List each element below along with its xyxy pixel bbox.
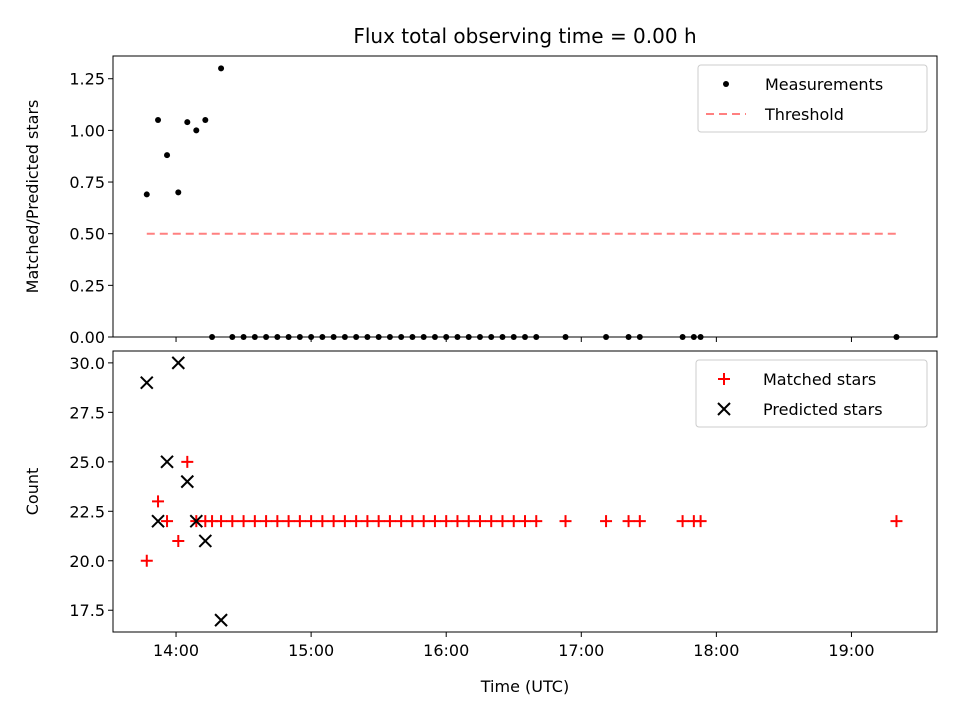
matched-star-point (417, 515, 430, 528)
matched-star-point (519, 515, 531, 528)
predicted-star-point (214, 613, 228, 627)
matched-star-point (361, 515, 374, 528)
x-tick-label: 15:00 (288, 641, 334, 660)
legend-label: Predicted stars (763, 400, 883, 419)
predicted-star-point (198, 534, 213, 548)
matched-star-point (507, 515, 520, 528)
matched-star-point (890, 515, 903, 528)
matched-star-point (676, 515, 689, 528)
matched-star-point (406, 515, 419, 528)
predicted-star-point (140, 375, 154, 390)
predicted-star-point (151, 514, 165, 528)
y-tick-label: 20.0 (69, 552, 105, 571)
matched-star-point (428, 515, 441, 528)
legend-box (697, 64, 928, 133)
matched-star-point (440, 515, 453, 528)
predicted-star-point (171, 356, 185, 370)
y-tick-label: 30.0 (69, 354, 105, 373)
legend-box (695, 359, 928, 428)
y-tick-label: 1.00 (69, 121, 105, 140)
matched-star-point (226, 515, 239, 528)
bottom-y-axis-label: Count (23, 468, 42, 516)
matched-star-point (694, 515, 707, 528)
bottom-legend: Matched stars Predicted stars (695, 359, 928, 428)
y-tick-label: 17.5 (69, 601, 105, 620)
bottom-panel: 17.5 20.0 22.5 25.0 27.5 30.0 14:00 15:00 16:00 1… (23, 350, 938, 660)
bottom-panel-ticks: 17.5 20.0 22.5 25.0 27.5 30.0 14:00 15:00 16:00 1… (69, 354, 874, 660)
matched-star-point (181, 455, 194, 468)
measurement-point (193, 127, 200, 134)
matched-star-point (633, 515, 646, 528)
matched-star-point (350, 515, 363, 528)
measurement-point (184, 119, 191, 126)
measurement-point (218, 65, 225, 72)
y-tick-label: 0.00 (69, 328, 105, 347)
matched-star-point (172, 534, 185, 547)
x-axis-label: Time (UTC) (480, 677, 569, 696)
top-y-axis-label: Matched/Predicted stars (23, 100, 42, 294)
x-tick-label: 18:00 (693, 641, 739, 660)
matched-star-point (260, 515, 273, 528)
x-tick-label: 17:00 (558, 641, 604, 660)
bottom-panel-frame (112, 350, 938, 633)
matched-star-point (462, 515, 475, 528)
x-tick-label: 19:00 (828, 641, 874, 660)
matched-star-point (282, 515, 295, 528)
y-tick-label: 25.0 (69, 453, 105, 472)
matched-star-point (161, 515, 174, 528)
legend-label: Threshold (764, 105, 844, 124)
matched-star-point (316, 515, 329, 528)
y-tick-label: 0.25 (69, 276, 105, 295)
matched-star-point (327, 515, 340, 528)
legend-label: Measurements (765, 75, 883, 94)
matched-star-point (372, 515, 385, 528)
measurement-point (143, 191, 150, 198)
predicted-star-point (189, 514, 204, 528)
matched-star-point (395, 515, 408, 528)
x-tick-label: 16:00 (423, 641, 469, 660)
measurement-point (155, 117, 162, 124)
y-tick-label: 22.5 (69, 502, 105, 521)
measurement-point (175, 189, 182, 196)
matched-star-point (140, 554, 153, 567)
y-tick-label: 1.25 (69, 70, 105, 89)
top-panel: 0.00 0.25 0.50 0.75 1.00 1.25 Matched/Predict… (23, 55, 938, 347)
legend-plus-icon (718, 373, 730, 385)
matched-star-point (383, 515, 396, 528)
legend-dot-icon (723, 81, 729, 87)
predicted-star-point (160, 455, 174, 469)
matched-star-point (600, 515, 613, 528)
matched-star-point (293, 515, 306, 528)
y-tick-label: 0.75 (69, 173, 105, 192)
y-tick-label: 27.5 (69, 403, 105, 422)
top-panel-frame (112, 55, 938, 338)
matched-star-point (215, 515, 228, 528)
measurement-point (202, 117, 209, 124)
matched-star-point (473, 515, 486, 528)
matched-star-point (271, 515, 284, 528)
bottom-panel-marks (140, 356, 903, 627)
matched-star-point (305, 515, 318, 528)
x-tick-label: 14:00 (153, 641, 199, 660)
measurement-point (164, 152, 171, 159)
matched-star-point (622, 515, 635, 528)
matched-star-point (485, 515, 498, 528)
matched-star-point (152, 495, 165, 508)
matched-star-point (237, 515, 250, 528)
predicted-star-point (180, 474, 195, 489)
y-tick-label: 0.50 (69, 225, 105, 244)
top-legend: Measurements Threshold (697, 64, 928, 133)
matched-star-point (559, 515, 572, 528)
matched-star-point (248, 515, 261, 528)
chart-title: Flux total observing time = 0.00 h (353, 24, 696, 48)
legend-label: Matched stars (763, 370, 876, 389)
legend-x-icon (717, 402, 731, 416)
matched-star-point (530, 515, 543, 528)
matched-star-point (451, 515, 464, 528)
top-panel-ticks: 0.00 0.25 0.50 0.75 1.00 1.25 (69, 70, 852, 347)
matched-star-point (496, 515, 509, 528)
matched-star-point (338, 515, 351, 528)
